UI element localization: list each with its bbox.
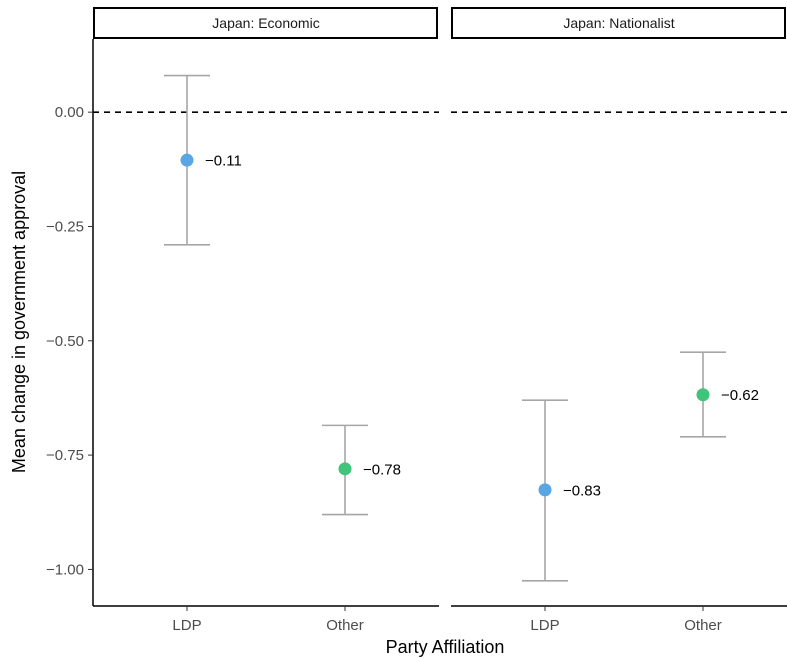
data-label-1-other: −0.78 bbox=[363, 461, 401, 478]
data-label-1-ldp: −0.11 bbox=[205, 153, 242, 170]
point-1-ldp bbox=[180, 153, 194, 167]
y-tick-label-3: −0.75 bbox=[46, 447, 84, 464]
y-tick-label-4: −1.00 bbox=[46, 561, 84, 578]
panel-1: Japan: Economic LDP Other −0.11 −0.78 bbox=[93, 7, 439, 634]
y-tick-label-2: −0.50 bbox=[46, 333, 84, 350]
y-tick-label-0: 0.00 bbox=[55, 104, 84, 121]
x-tick-label-2-1: LDP bbox=[530, 617, 559, 634]
x-axis-title: Party Affiliation bbox=[386, 637, 505, 657]
point-2-ldp bbox=[538, 483, 552, 497]
axes-layer: 0.00 −0.25 −0.50 −0.75 −1.00 bbox=[46, 39, 94, 606]
y-tick-label-1: −0.25 bbox=[46, 218, 84, 235]
data-label-2-other: −0.62 bbox=[721, 387, 759, 404]
x-tick-label-1-2: Other bbox=[326, 617, 364, 634]
x-tick-label-1-1: LDP bbox=[172, 617, 201, 634]
x-tick-label-2-2: Other bbox=[684, 617, 722, 634]
panel-strip-2 bbox=[451, 7, 786, 39]
panel-strip-1 bbox=[93, 7, 438, 39]
point-2-other bbox=[696, 388, 710, 402]
y-axis-title: Mean change in government approval bbox=[9, 171, 29, 473]
panel-2: Japan: Nationalist LDP Other −0.83 −0.62 bbox=[451, 7, 787, 634]
data-label-2-ldp: −0.83 bbox=[563, 482, 601, 499]
panel-title-2: Japan: Nationalist bbox=[563, 15, 674, 31]
point-1-other bbox=[338, 462, 352, 476]
panel-title-1: Japan: Economic bbox=[212, 15, 319, 31]
